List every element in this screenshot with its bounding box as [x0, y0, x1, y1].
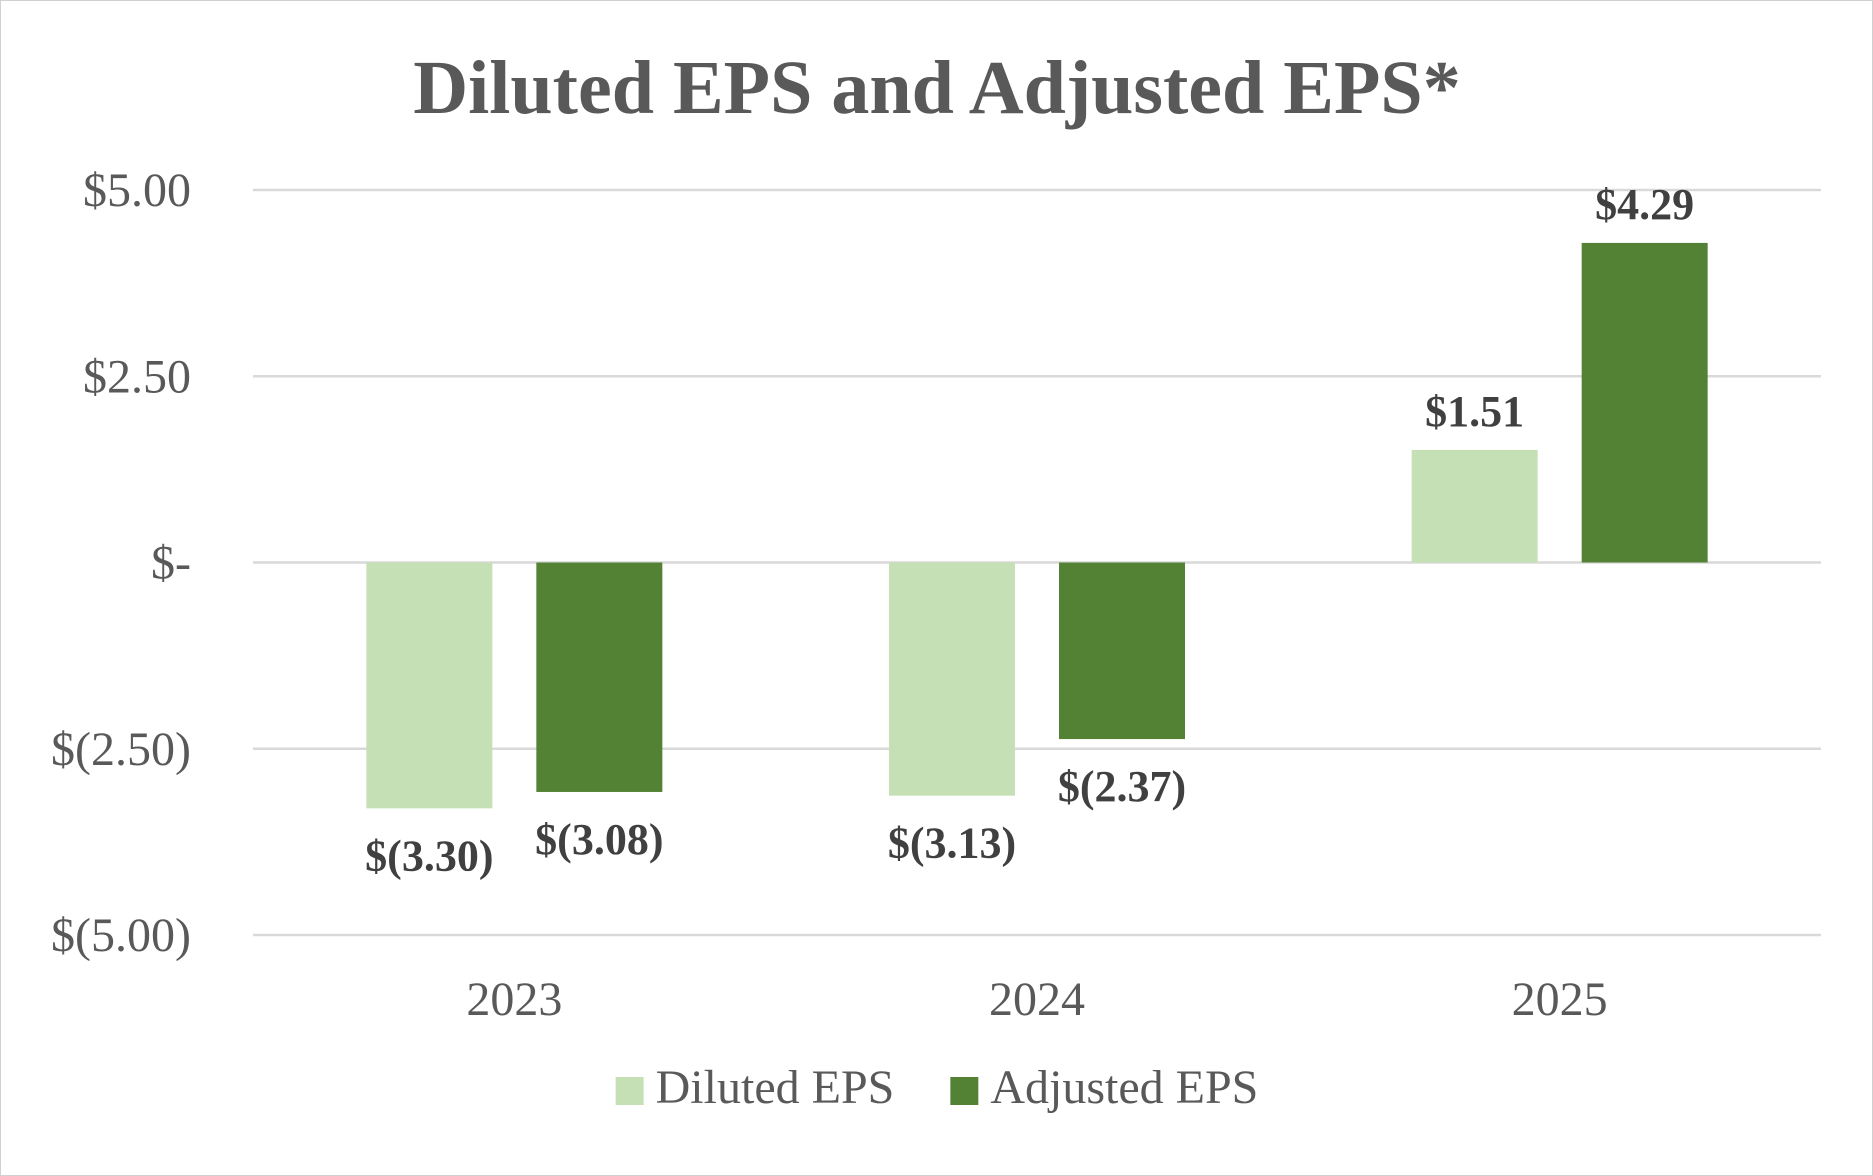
legend-label: Adjusted EPS — [990, 1061, 1258, 1114]
chart-title: Diluted EPS and Adjusted EPS* — [413, 46, 1460, 130]
legend: Diluted EPS Adjusted EPS — [615, 1061, 1258, 1114]
data-label: $1.51 — [1425, 387, 1524, 436]
data-label: $(3.13) — [888, 819, 1016, 868]
y-tick-label: $5.00 — [83, 164, 191, 217]
bar-diluted-eps-2024 — [889, 562, 1015, 796]
data-label: $(3.30) — [365, 831, 493, 880]
legend-swatch — [950, 1077, 979, 1105]
gridlines — [253, 188, 1821, 937]
y-tick-label: $- — [151, 537, 191, 590]
y-tick-label: $2.50 — [83, 350, 191, 403]
y-axis-ticks: $5.00 $2.50 $- $(2.50) $(5.00) — [51, 164, 191, 962]
data-label: $4.29 — [1595, 180, 1694, 229]
bar-adjusted-eps-2025 — [1581, 242, 1708, 563]
bar-diluted-eps-2025 — [1411, 450, 1538, 563]
bars — [366, 242, 1708, 809]
data-label: $(3.08) — [535, 815, 663, 864]
y-tick-label: $(2.50) — [51, 723, 191, 776]
x-tick-label: 2023 — [466, 973, 562, 1026]
y-tick-label: $(5.00) — [51, 909, 191, 962]
bar-adjusted-eps-2023 — [536, 562, 663, 792]
legend-swatch — [615, 1077, 644, 1105]
x-tick-label: 2025 — [1512, 973, 1608, 1026]
x-axis-ticks: 2023 2024 2025 — [466, 973, 1607, 1026]
bar-diluted-eps-2023 — [366, 562, 493, 809]
bar-adjusted-eps-2024 — [1059, 562, 1185, 740]
data-label: $(2.37) — [1058, 762, 1186, 811]
data-labels: $(3.30) $(3.08) $(3.13) $(2.37) $1.51 $4.29 — [365, 180, 1694, 880]
legend-label: Diluted EPS — [656, 1061, 895, 1114]
x-tick-label: 2024 — [989, 973, 1085, 1026]
